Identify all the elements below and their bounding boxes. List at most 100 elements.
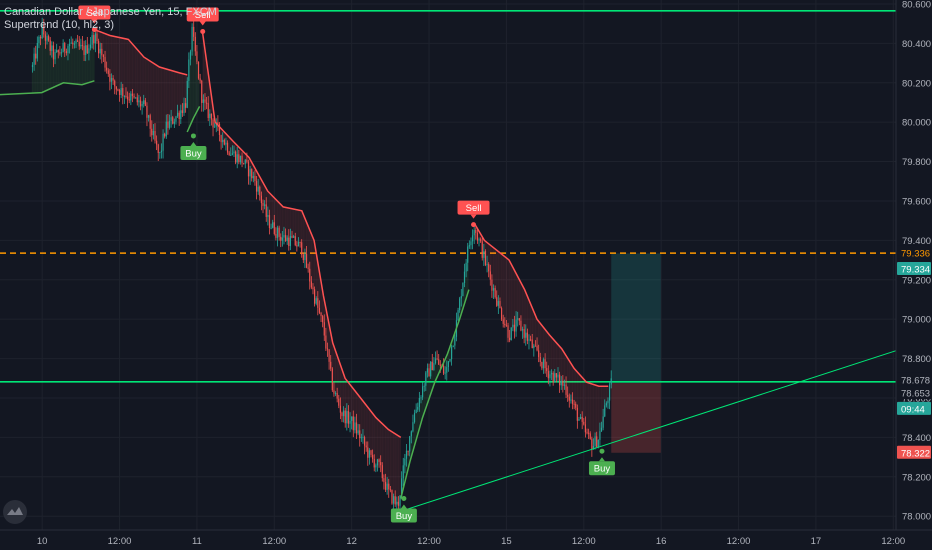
supertrend-fill-slice — [181, 73, 184, 112]
horizontal-levels[interactable] — [0, 10, 896, 383]
candle-body — [378, 459, 380, 463]
candle-body — [346, 411, 348, 424]
signal-label: Buy — [594, 464, 611, 475]
signal-label: Sell — [466, 203, 482, 214]
candle-body — [421, 386, 424, 398]
supertrend-fill-slice — [114, 36, 116, 84]
ascending-trendline[interactable] — [397, 350, 897, 513]
symbol-title[interactable]: Canadian Dollar / Japanese Yen, 15, FXCM — [4, 6, 217, 18]
candle-body — [583, 421, 585, 425]
candle-body — [434, 358, 437, 364]
supertrend-fill-slice — [115, 36, 118, 88]
candle-body — [592, 445, 595, 450]
candle-body — [557, 374, 559, 378]
candle-body — [467, 246, 469, 263]
supertrend-fill-slice — [575, 370, 577, 406]
supertrend-fill-slice — [597, 385, 600, 444]
supertrend-fill-slice — [560, 348, 563, 384]
supertrend-fill-slice — [138, 51, 140, 102]
buy-signal: Buy — [390, 495, 417, 523]
candle-body — [127, 96, 129, 100]
supertrend-fill-slice — [57, 51, 60, 86]
candle-body — [115, 86, 117, 90]
candle-body — [518, 318, 520, 321]
signal-dot — [91, 27, 97, 33]
candle-body — [75, 40, 77, 44]
candle-body — [491, 279, 493, 291]
supertrend-fill-slice — [297, 210, 300, 245]
supertrend-fill-slice — [607, 386, 609, 402]
supertrend-fill-slice — [167, 69, 169, 125]
candle-body — [575, 403, 577, 408]
candle-body — [268, 215, 271, 229]
supertrend-fill-slice — [425, 379, 427, 409]
candle-body — [389, 489, 391, 491]
price-tags: 79.336 79.334 78.678 78.653 09:44 78.322 — [897, 245, 931, 459]
supertrend-fill-slice — [170, 70, 172, 120]
candle-body — [149, 115, 151, 129]
candle-body — [235, 151, 237, 163]
supertrend-fill-slice — [550, 337, 553, 374]
supertrend-fill-slice — [579, 375, 582, 418]
candle-body — [375, 465, 377, 468]
price-tag-label: 79.336 — [901, 248, 930, 259]
candle-body — [236, 154, 238, 163]
supertrend-fill-slice — [536, 319, 538, 349]
supertrend-fill-slice — [431, 365, 434, 390]
price-tag: 78.653 — [897, 386, 931, 400]
candle-body — [343, 410, 345, 417]
supertrend-fill-slice — [542, 327, 545, 364]
candle-body — [289, 236, 292, 247]
candle-body — [226, 142, 229, 153]
target-zone — [611, 253, 661, 384]
supertrend-fill-slice — [47, 38, 50, 90]
candle-body — [168, 120, 171, 128]
candle-body — [388, 483, 390, 490]
supertrend-fill-slice — [157, 66, 160, 149]
candle-body — [159, 152, 161, 154]
supertrend-fill-slice — [415, 411, 417, 440]
time-tick-label: 12:00 — [108, 536, 132, 547]
supertrend-fill-slice — [83, 50, 85, 85]
candle-body — [130, 93, 132, 101]
trendline-group[interactable] — [397, 350, 897, 513]
supertrend-fill-slice — [172, 70, 174, 121]
supertrend-fill-slice — [520, 282, 522, 326]
candle-body — [333, 390, 335, 394]
supertrend-fill-slice — [508, 261, 511, 339]
candle-body — [399, 495, 401, 506]
indicator-title[interactable]: Supertrend (10, hl2, 3) — [4, 19, 115, 31]
candle-body — [542, 359, 545, 369]
supertrend-fill-slice — [286, 207, 288, 240]
supertrend-fill-slice — [205, 61, 208, 103]
supertrend-fill-slice — [330, 332, 332, 366]
supertrend-fill-slice — [571, 365, 574, 402]
candle-body — [305, 253, 308, 268]
candle-body — [349, 420, 351, 424]
candle-body — [194, 36, 196, 52]
buy-signal: Buy — [588, 448, 615, 476]
supertrend-fill-slice — [67, 49, 69, 84]
candle-body — [562, 380, 564, 386]
supertrend-fill-slice — [305, 222, 308, 261]
supertrend-fill-slice — [136, 49, 139, 100]
candle-body — [286, 237, 288, 241]
candle-body — [330, 361, 332, 369]
supertrend-fill-slice — [496, 250, 498, 302]
candle-body — [405, 450, 408, 459]
time-tick-label: 12:00 — [262, 536, 286, 547]
supertrend-fill-slice — [563, 353, 566, 386]
supertrend-fill-slice — [152, 63, 155, 134]
candle-body — [610, 378, 612, 385]
candle-body — [529, 339, 532, 341]
supertrend-fill-slice — [360, 398, 363, 438]
supertrend-fill-slice — [394, 433, 396, 501]
supertrend-fill-slice — [44, 37, 47, 91]
supertrend-fill-slice — [84, 50, 87, 84]
tradingview-logo[interactable] — [3, 500, 27, 524]
candle-body — [550, 373, 553, 375]
time-axis[interactable]: 10 12:00 11 12:00 12 12:00 15 12:00 16 12:00 17 12:… — [0, 529, 932, 550]
signal-badge — [457, 200, 490, 215]
supertrend-fill-slice — [41, 31, 43, 93]
